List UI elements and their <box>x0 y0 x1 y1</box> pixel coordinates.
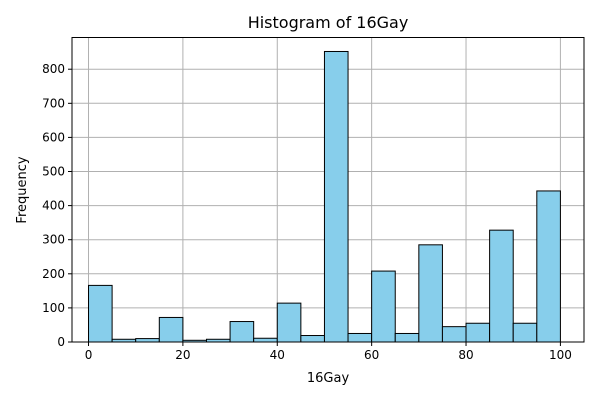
x-tick-label: 60 <box>364 348 379 362</box>
y-tick-label: 400 <box>42 199 65 213</box>
histogram-bar <box>465 322 491 343</box>
x-tick-label: 40 <box>270 348 285 362</box>
x-axis-ticks: 0 20 40 60 80 100 <box>85 342 572 362</box>
y-tick-label: 0 <box>57 335 65 349</box>
y-tick-label: 200 <box>42 267 65 281</box>
y-tick-label: 500 <box>42 165 65 179</box>
x-tick-label: 0 <box>85 348 93 362</box>
y-tick-label: 100 <box>42 301 65 315</box>
y-tick-label: 600 <box>42 130 65 144</box>
histogram-bars <box>88 50 561 343</box>
y-axis-label: Frequency <box>15 156 30 223</box>
histogram-bar <box>135 338 160 343</box>
histogram-bar <box>323 50 349 343</box>
histogram-bar <box>512 322 538 343</box>
histogram-bar <box>347 332 373 343</box>
y-tick-label: 300 <box>42 233 65 247</box>
x-tick-label: 100 <box>549 348 572 362</box>
histogram-bar <box>489 229 514 343</box>
histogram-bar <box>418 244 443 343</box>
histogram-bar <box>441 326 467 343</box>
histogram-bar <box>158 316 184 343</box>
x-axis-label: 16Gay <box>307 371 350 386</box>
histogram-bar <box>536 190 561 343</box>
histogram-bar <box>371 270 396 343</box>
x-tick-label: 80 <box>458 348 473 362</box>
histogram-bar <box>300 335 325 343</box>
histogram-bar <box>253 337 278 343</box>
x-tick-label: 20 <box>175 348 190 362</box>
histogram-bar <box>394 332 420 343</box>
y-axis-ticks: 0 100 200 300 400 500 600 700 800 <box>42 62 72 349</box>
y-tick-label: 700 <box>42 96 65 110</box>
chart-title: Histogram of 16Gay <box>248 13 409 32</box>
y-tick-label: 800 <box>42 62 65 76</box>
histogram-bar <box>276 302 302 343</box>
histogram-bar <box>88 284 113 343</box>
histogram-bar <box>229 321 255 343</box>
plot-frame <box>71 37 585 343</box>
